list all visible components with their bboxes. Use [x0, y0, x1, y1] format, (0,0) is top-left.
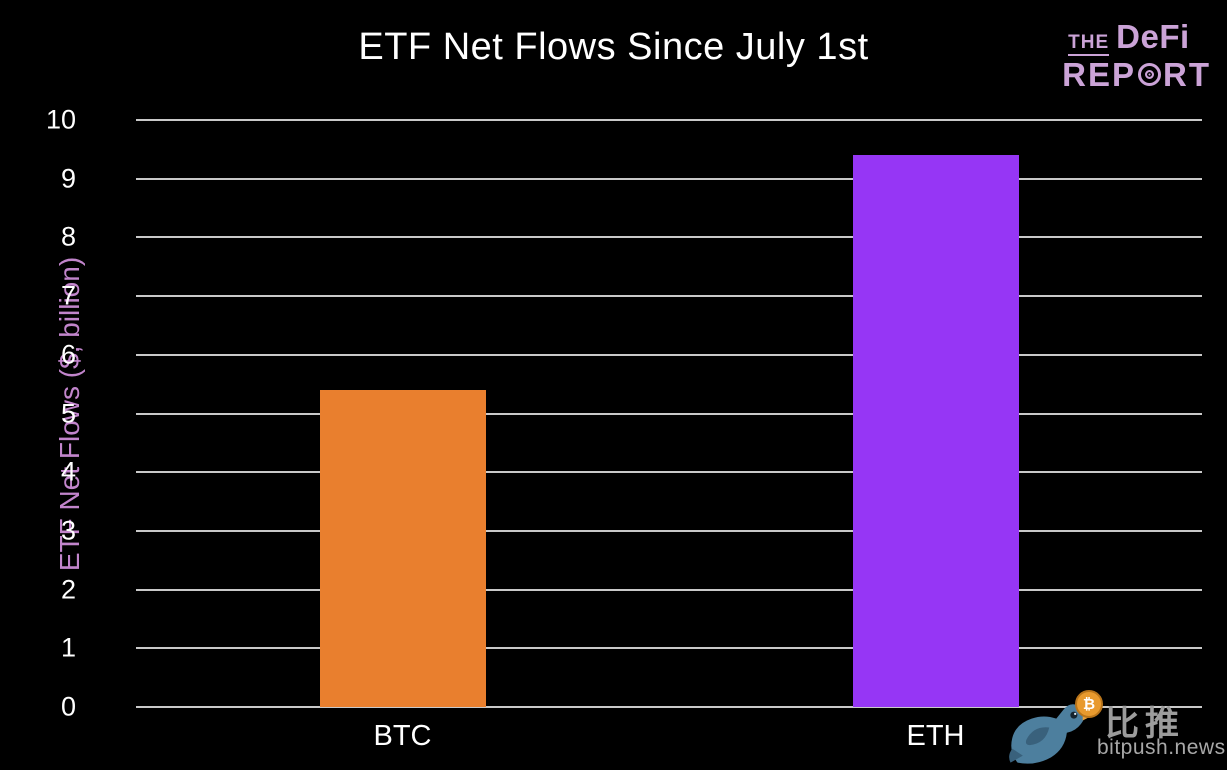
bullseye-o-icon: [1138, 63, 1161, 86]
defi-report-logo: THE DeFi REP RT: [1062, 20, 1211, 91]
bitcoin-coin-icon: ₿: [1075, 690, 1103, 718]
x-tick-label-eth: ETH: [906, 720, 965, 752]
x-tick-label-btc: BTC: [373, 720, 432, 752]
bar-eth: [852, 155, 1019, 707]
y-tick-label-3: 3: [60, 515, 76, 546]
y-tick-label-4: 4: [60, 456, 76, 487]
watermark-site-text: bitpush.news: [1097, 736, 1226, 759]
gridline-y-2: [136, 588, 1202, 591]
y-tick-label-7: 7: [60, 280, 76, 311]
gridline-y-7: [136, 295, 1202, 298]
gridline-y-8: [136, 236, 1202, 239]
watermark-chinese-text: 比推: [1105, 704, 1185, 744]
gridline-y-6: [136, 353, 1202, 356]
twitter-bird-icon: [1009, 704, 1094, 764]
y-tick-label-8: 8: [60, 221, 76, 252]
logo-report-post-text: RT: [1163, 56, 1211, 93]
y-tick-label-2: 2: [60, 574, 76, 605]
logo-line-2: REP RT: [1062, 58, 1211, 91]
gridline-y-10: [136, 119, 1202, 121]
gridline-y-4: [136, 471, 1202, 474]
y-tick-label-9: 9: [60, 163, 76, 194]
plot-area: ETF Net Flows ($, billion) 0 1 2 3 4 5 6 7 8 9 10 …: [46, 105, 1202, 752]
logo-defi-text: DeFi: [1116, 18, 1190, 55]
y-tick-label-5: 5: [60, 398, 76, 428]
logo-the-text: THE: [1068, 33, 1110, 56]
y-tick-label-1: 1: [60, 632, 76, 663]
y-tick-label-6: 6: [60, 339, 76, 370]
gridline-y-1: [136, 647, 1202, 650]
gridline-y-9: [136, 177, 1202, 180]
logo-line-1: THE DeFi: [1068, 20, 1211, 56]
gridline-y-3: [136, 529, 1202, 532]
gridline-y-0: [136, 706, 1202, 708]
bitpush-watermark: ₿ 比推 bitpush.news: [1009, 690, 1225, 770]
bar-btc: [319, 390, 486, 707]
gridline-y-5: [136, 412, 1202, 415]
y-tick-label-10: 10: [45, 104, 76, 135]
y-tick-label-0: 0: [60, 691, 76, 722]
chart-title: ETF Net Flows Since July 1st: [358, 26, 869, 68]
logo-report-pre-text: REP: [1062, 56, 1136, 93]
